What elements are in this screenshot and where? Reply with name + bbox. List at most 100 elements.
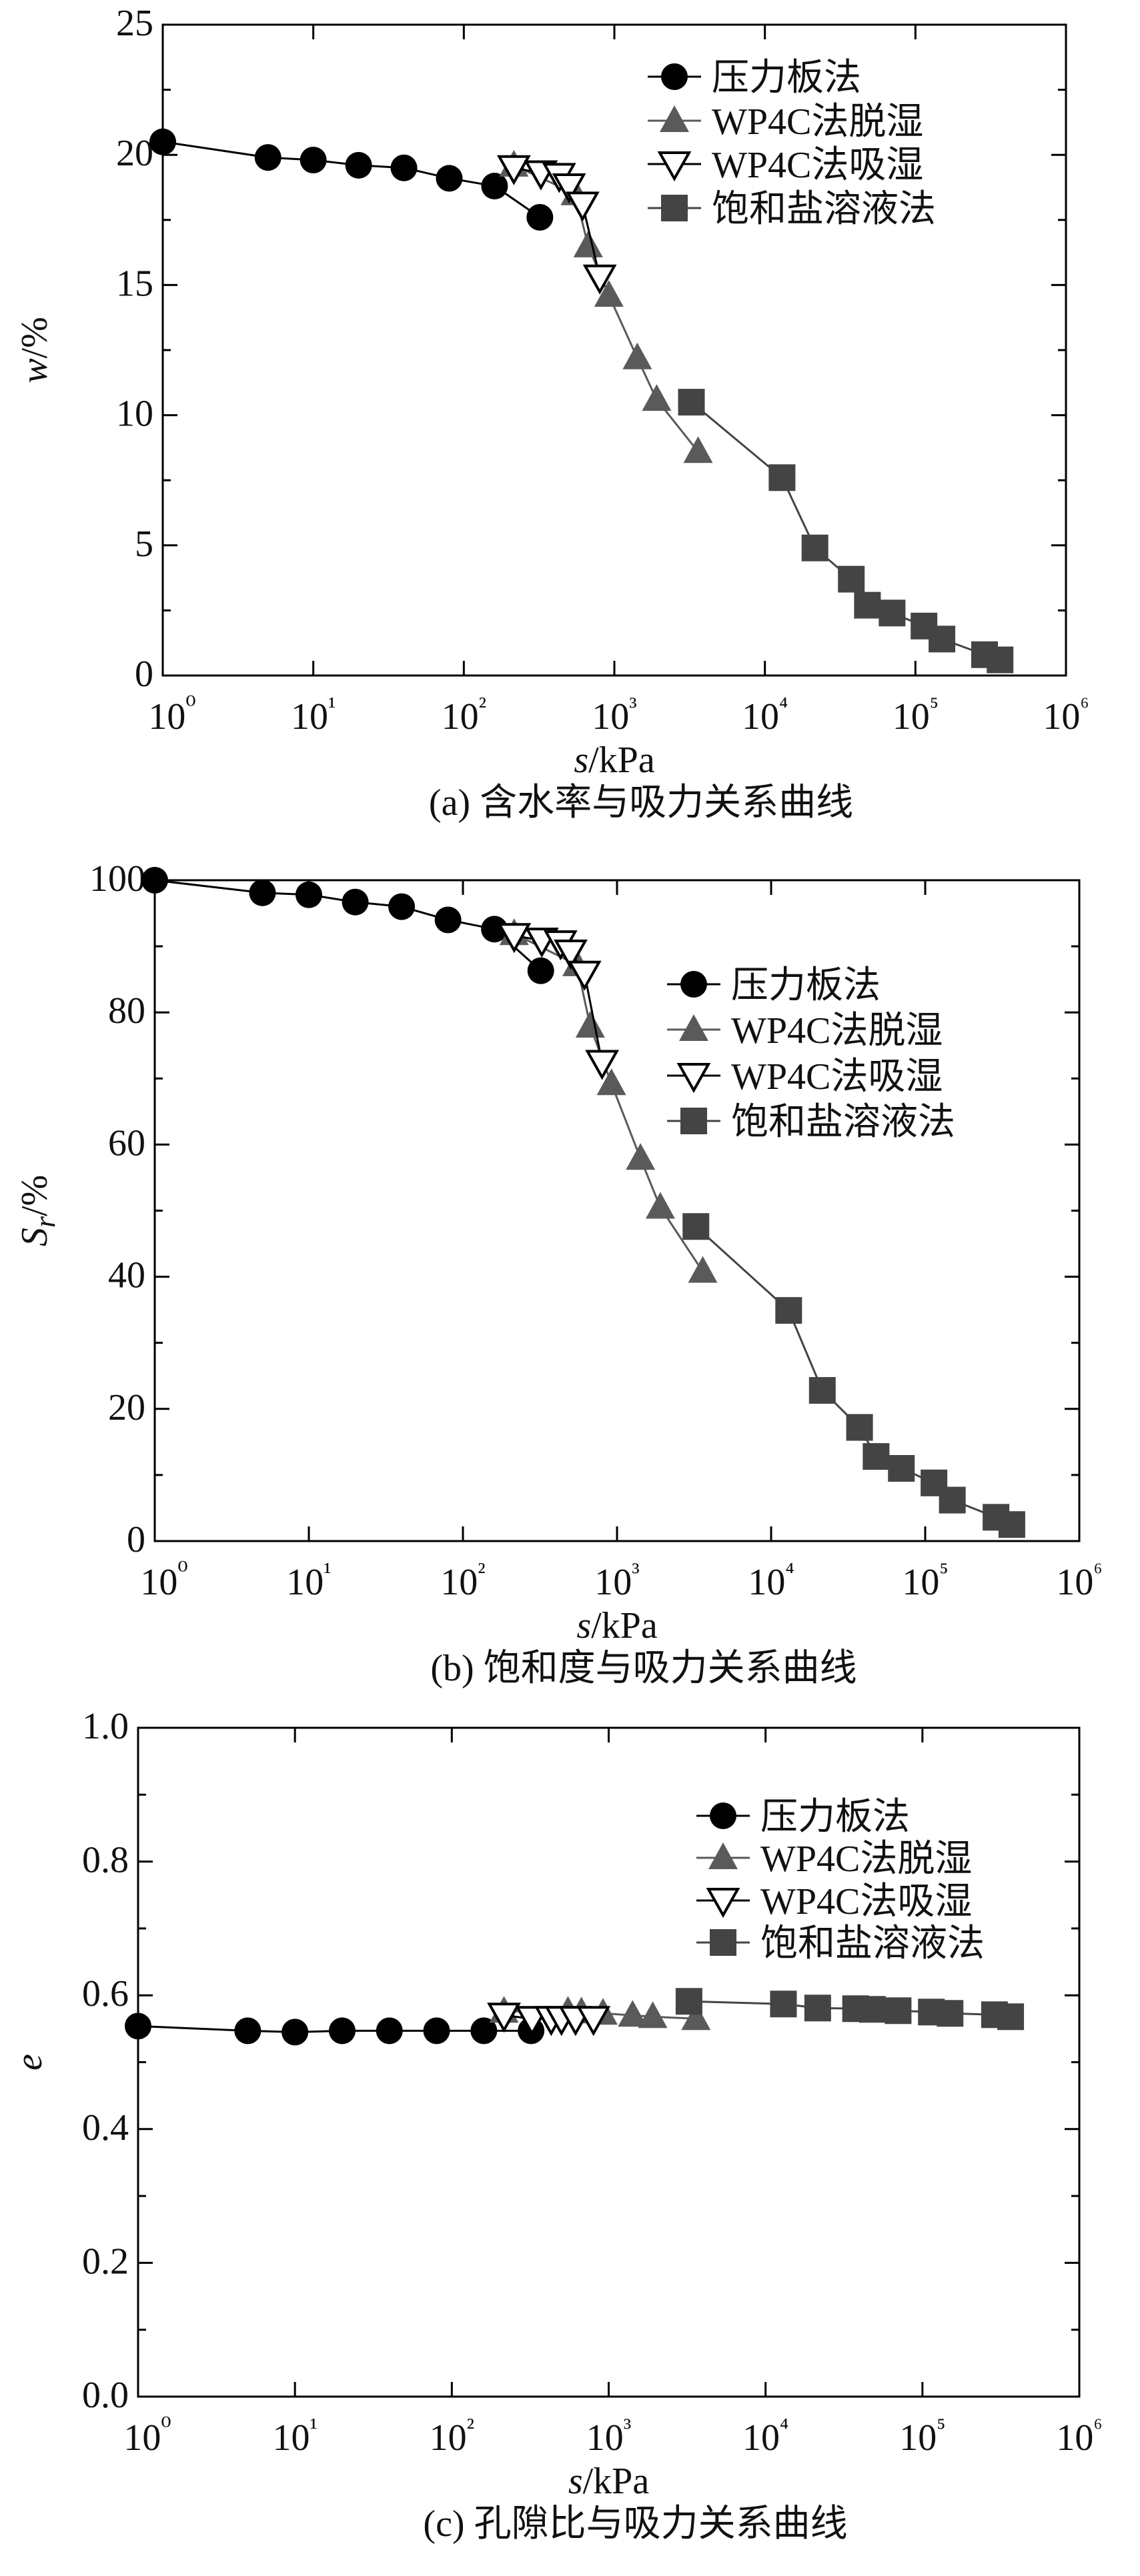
data-point (585, 1050, 620, 1080)
data-point (565, 191, 600, 222)
legend-marker (710, 1929, 736, 1956)
data-point (388, 893, 416, 920)
x-axis-label: s/kPa (568, 2461, 650, 2502)
y-axis-sub: r (29, 1216, 61, 1228)
data-point (481, 173, 508, 200)
data-point (594, 280, 624, 307)
legend-marker (661, 63, 688, 90)
y-axis-var: S (14, 1228, 55, 1246)
x-axis-unit: /kPa (588, 740, 655, 781)
legend-marker (710, 1802, 736, 1829)
x-axis-var: s (568, 2461, 583, 2502)
x-tick-label: 10⁶ (1043, 692, 1089, 738)
data-point (576, 2006, 611, 2037)
data-point (573, 230, 603, 257)
y-tick-label: 1.0 (82, 1706, 129, 1747)
data-point (622, 342, 652, 369)
y-tick-label: 80 (108, 990, 145, 1032)
x-tick-label: 10⁴ (742, 2413, 788, 2459)
legend-label: WP4C法脱湿 (760, 1838, 972, 1880)
chart-caption: (c) 孔隙比与吸力关系曲线 (423, 2503, 847, 2545)
y-axis-var: e (9, 2054, 50, 2071)
series-line (695, 1226, 1013, 1526)
legend-item: WP4C法吸湿 (667, 1056, 943, 1098)
legend-item: WP4C法脱湿 (667, 1010, 943, 1052)
data-point (863, 1443, 890, 1470)
legend-marker (679, 1014, 708, 1041)
y-tick-label: 15 (116, 263, 153, 304)
data-point (234, 2017, 261, 2045)
series-2 (497, 923, 620, 1080)
data-point (859, 1996, 886, 2023)
data-point (804, 1995, 831, 2022)
x-tick-label: 10¹ (272, 2413, 317, 2459)
data-point (575, 1011, 605, 1038)
x-tick-label: 10⁰ (148, 692, 195, 738)
y-tick-label: 0 (135, 654, 153, 695)
x-tick-label: 10² (430, 2413, 474, 2459)
x-tick-label: 10³ (586, 2413, 631, 2459)
x-axis-unit: /kPa (583, 2461, 650, 2502)
plot-frame (153, 879, 1081, 1542)
data-point (434, 906, 462, 934)
legend-marker (680, 971, 707, 998)
legend-marker (706, 1888, 740, 1918)
x-tick-label: 10¹ (291, 692, 336, 738)
data-point (929, 625, 956, 653)
x-tick-label: 10² (442, 692, 486, 738)
data-point (838, 565, 865, 593)
y-tick-label: 5 (135, 523, 153, 565)
x-tick-label: 10⁵ (902, 1558, 948, 1603)
data-point (879, 599, 906, 627)
y-axis-unit: /% (14, 317, 55, 358)
y-tick-label: 25 (116, 3, 153, 44)
x-axis-label: s/kPa (574, 740, 655, 781)
data-point (487, 2003, 521, 2033)
data-point (888, 1454, 915, 1482)
y-tick-label: 20 (116, 133, 153, 174)
legend-item: WP4C法脱湿 (696, 1838, 972, 1880)
legend-label: WP4C法吸湿 (760, 1881, 972, 1922)
x-tick-label: 10⁶ (1056, 2413, 1102, 2459)
data-point (481, 916, 508, 943)
y-axis-label: Sr/% (14, 1175, 61, 1246)
data-point (125, 2013, 151, 2040)
y-axis-label: e (9, 2054, 50, 2071)
data-point (149, 128, 176, 155)
data-point (885, 1997, 912, 2025)
legend-marker (708, 1842, 738, 1869)
x-tick-label: 10⁴ (742, 692, 788, 738)
data-point (675, 1988, 702, 2015)
data-point (618, 2000, 648, 2027)
legend-label: 压力板法 (712, 57, 861, 99)
legend-label: 压力板法 (731, 965, 881, 1006)
legend-marker (661, 195, 688, 221)
data-point (436, 165, 463, 192)
data-point (642, 384, 672, 411)
y-tick-label: 20 (108, 1387, 145, 1428)
x-tick-label: 10⁰ (123, 2413, 171, 2459)
legend-label: 饱和盐溶液法 (760, 1923, 985, 1965)
series-3 (682, 1213, 1025, 1538)
data-point (645, 1192, 675, 1219)
chart-caption: (b) 饱和度与吸力关系曲线 (430, 1648, 857, 1689)
x-tick-label: 10⁴ (748, 1558, 794, 1603)
x-tick-label: 10⁵ (899, 2413, 945, 2459)
x-tick-label: 10³ (594, 1558, 639, 1603)
x-axis-var: s (576, 1605, 591, 1646)
data-point (688, 1256, 718, 1283)
legend-marker (676, 1063, 711, 1094)
legend-item: 压力板法 (667, 965, 881, 1006)
data-point (681, 2003, 711, 2031)
data-point (638, 2001, 668, 2029)
data-point (342, 888, 369, 916)
legend-item: 压力板法 (696, 1796, 910, 1838)
legend-label: WP4C法吸湿 (712, 145, 923, 186)
data-point (554, 940, 588, 970)
legend-marker (680, 1108, 707, 1134)
chart-caption: (a) 含水率与吸力关系曲线 (429, 782, 853, 824)
data-point (987, 646, 1014, 674)
series-2 (487, 2003, 611, 2037)
y-axis-label: w/% (14, 317, 55, 383)
